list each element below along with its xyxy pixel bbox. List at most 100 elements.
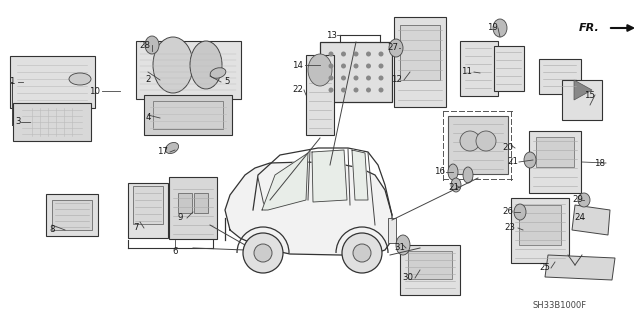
Bar: [153, 101, 223, 129]
Bar: [529, 131, 581, 193]
Bar: [13, 103, 91, 141]
Polygon shape: [352, 150, 368, 200]
Bar: [52, 200, 92, 230]
Bar: [494, 46, 524, 91]
Text: 8: 8: [49, 226, 55, 234]
Circle shape: [328, 76, 333, 80]
Ellipse shape: [514, 204, 526, 220]
Text: 30: 30: [403, 273, 413, 283]
Circle shape: [366, 76, 371, 80]
Ellipse shape: [190, 41, 222, 89]
Bar: [320, 42, 392, 102]
Bar: [144, 95, 232, 135]
Text: 16: 16: [435, 167, 445, 176]
Bar: [133, 186, 163, 224]
Circle shape: [254, 244, 272, 262]
Ellipse shape: [396, 235, 410, 255]
Text: 2: 2: [145, 76, 151, 85]
Circle shape: [341, 76, 346, 80]
Text: 5: 5: [224, 78, 230, 86]
Circle shape: [378, 63, 383, 69]
Ellipse shape: [460, 131, 480, 151]
Ellipse shape: [145, 36, 159, 54]
Text: 3: 3: [15, 117, 20, 127]
Bar: [448, 116, 508, 174]
Text: 23: 23: [504, 224, 515, 233]
Text: 14: 14: [292, 61, 303, 70]
Circle shape: [328, 87, 333, 93]
Ellipse shape: [578, 193, 590, 207]
Bar: [10, 56, 95, 108]
Text: 21: 21: [449, 183, 460, 192]
Bar: [128, 182, 168, 238]
Text: 4: 4: [145, 114, 151, 122]
Ellipse shape: [153, 37, 193, 93]
Bar: [511, 197, 569, 263]
Circle shape: [378, 87, 383, 93]
Circle shape: [378, 51, 383, 56]
Text: 25: 25: [540, 263, 550, 272]
Circle shape: [366, 87, 371, 93]
Bar: [562, 80, 602, 120]
Ellipse shape: [493, 19, 507, 37]
Polygon shape: [545, 255, 615, 280]
Bar: [400, 25, 440, 79]
Ellipse shape: [524, 152, 536, 168]
Bar: [194, 193, 208, 213]
Circle shape: [342, 233, 382, 273]
Circle shape: [341, 87, 346, 93]
Ellipse shape: [308, 54, 332, 86]
Circle shape: [366, 63, 371, 69]
Circle shape: [353, 63, 358, 69]
Text: 12: 12: [392, 76, 403, 85]
Bar: [306, 55, 334, 135]
Text: 29: 29: [573, 196, 584, 204]
Circle shape: [341, 51, 346, 56]
Circle shape: [366, 51, 371, 56]
Text: 11: 11: [461, 68, 472, 77]
Bar: [460, 41, 498, 95]
Polygon shape: [572, 205, 610, 235]
Text: 13: 13: [326, 31, 337, 40]
Bar: [536, 137, 574, 167]
Ellipse shape: [210, 68, 226, 78]
Circle shape: [243, 233, 283, 273]
Text: 20: 20: [502, 144, 513, 152]
Text: 7: 7: [133, 224, 139, 233]
Text: 24: 24: [575, 213, 586, 222]
Circle shape: [328, 63, 333, 69]
Text: 10: 10: [90, 86, 100, 95]
Ellipse shape: [166, 142, 179, 153]
Text: 27: 27: [387, 43, 399, 53]
Text: 21: 21: [508, 158, 518, 167]
Text: 22: 22: [292, 85, 303, 94]
Text: 15: 15: [584, 91, 595, 100]
Polygon shape: [312, 150, 347, 202]
Text: 31: 31: [394, 243, 406, 253]
Ellipse shape: [476, 131, 496, 151]
Text: SH33B1000F: SH33B1000F: [533, 300, 587, 309]
Bar: [539, 58, 581, 93]
Text: 6: 6: [172, 248, 178, 256]
Text: 17: 17: [157, 147, 168, 157]
Bar: [408, 251, 452, 279]
Text: 1: 1: [9, 78, 15, 86]
Bar: [400, 245, 460, 295]
Ellipse shape: [69, 73, 91, 85]
Ellipse shape: [451, 178, 461, 192]
Bar: [136, 41, 241, 99]
Text: 18: 18: [595, 159, 605, 167]
Ellipse shape: [463, 167, 473, 183]
Circle shape: [378, 76, 383, 80]
Bar: [519, 205, 561, 245]
Bar: [46, 194, 98, 236]
Circle shape: [353, 244, 371, 262]
Polygon shape: [225, 162, 392, 255]
Bar: [394, 17, 446, 107]
Bar: [388, 218, 396, 242]
Circle shape: [353, 51, 358, 56]
Polygon shape: [262, 153, 308, 210]
Ellipse shape: [448, 164, 458, 180]
Circle shape: [353, 87, 358, 93]
Circle shape: [328, 51, 333, 56]
